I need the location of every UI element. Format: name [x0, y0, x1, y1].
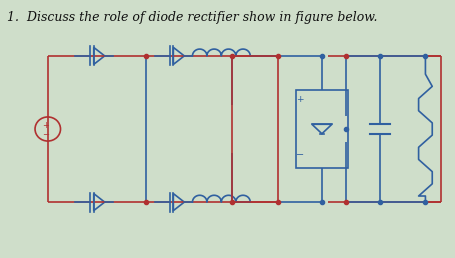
Text: +: +: [42, 121, 49, 130]
Text: +: +: [297, 95, 304, 104]
Bar: [296, 90, 348, 168]
Text: −: −: [296, 150, 304, 160]
Text: 1.  Discuss the role of diode rectifier show in figure below.: 1. Discuss the role of diode rectifier s…: [7, 11, 377, 24]
Text: −: −: [42, 130, 49, 139]
